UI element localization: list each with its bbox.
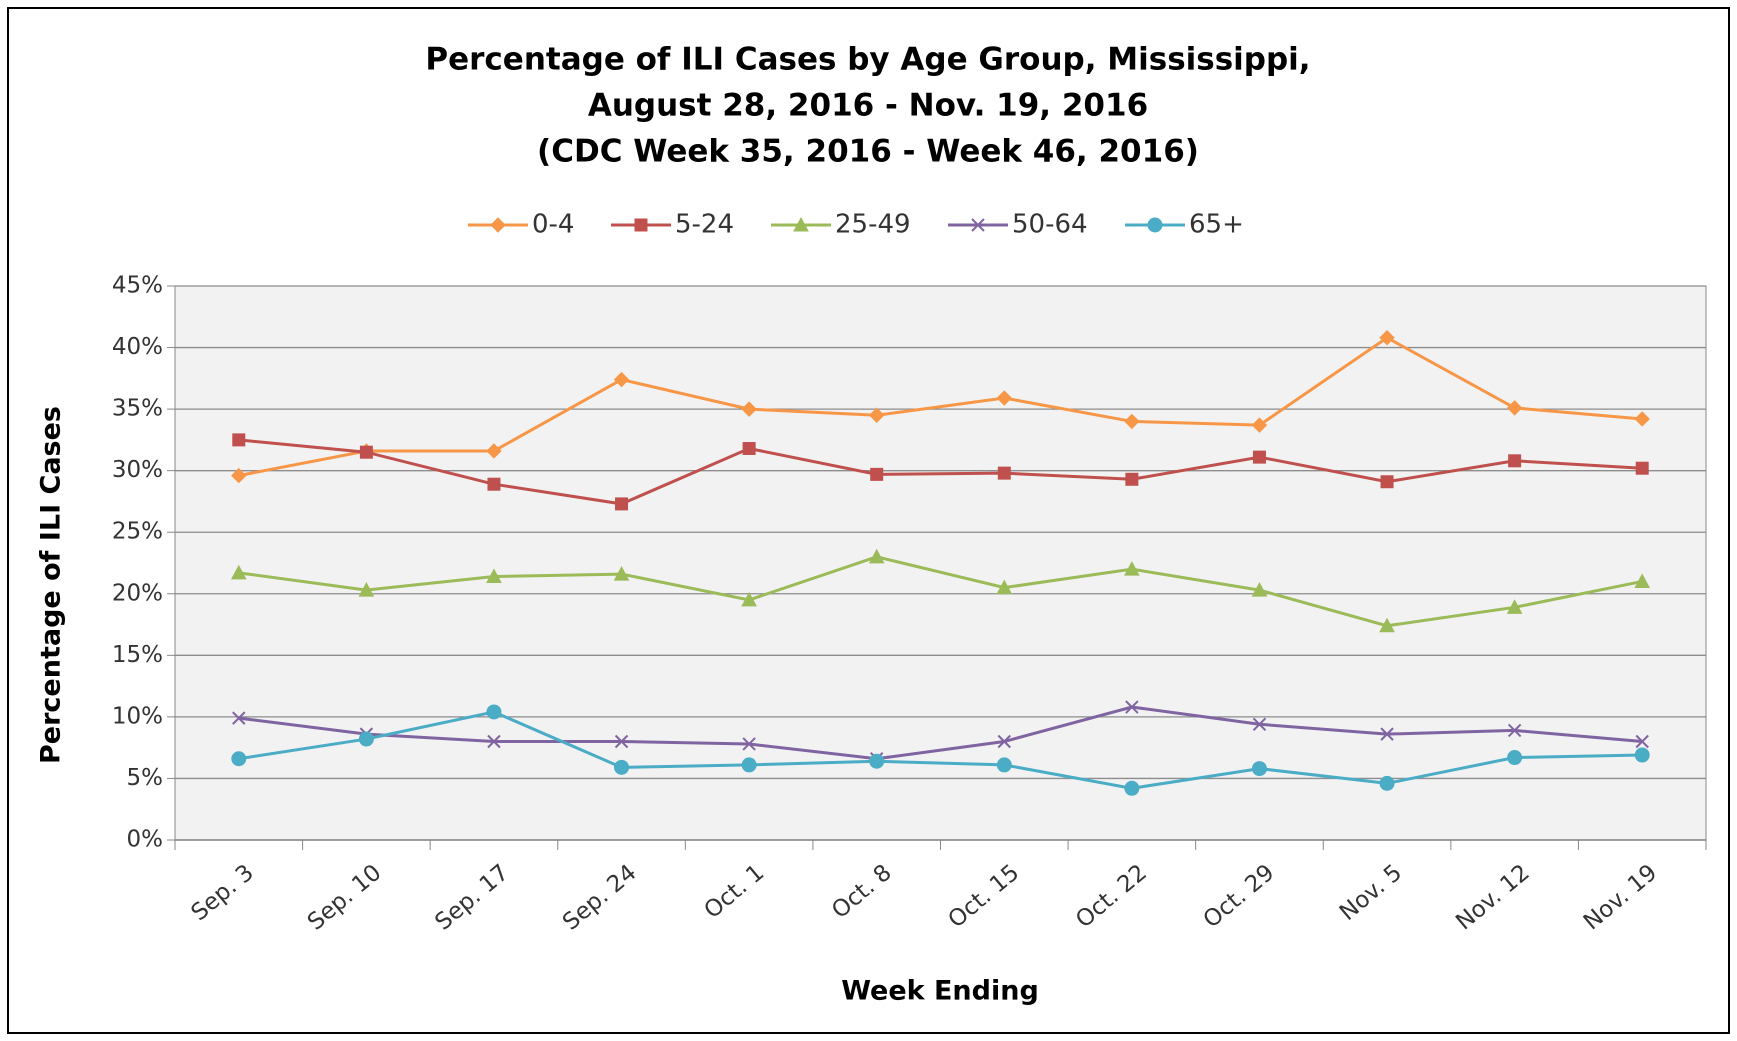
marker xyxy=(1506,599,1523,614)
marker xyxy=(1125,700,1139,714)
series-line xyxy=(238,705,1643,761)
marker xyxy=(614,759,630,775)
legend-item: 65+ xyxy=(1125,210,1244,240)
legend-item: 25-49 xyxy=(771,210,911,240)
marker xyxy=(1252,450,1266,464)
marker xyxy=(741,401,757,417)
marker xyxy=(741,757,757,773)
marker xyxy=(486,704,502,720)
marker xyxy=(1252,717,1267,731)
marker xyxy=(1508,454,1522,468)
marker xyxy=(613,371,630,388)
marker xyxy=(869,753,885,769)
marker xyxy=(1379,617,1395,633)
series-line xyxy=(238,555,1643,628)
legend-label: 0-4 xyxy=(532,210,574,240)
marker xyxy=(1124,413,1140,430)
marker xyxy=(231,751,247,767)
chart-title: August 28, 2016 - Nov. 19, 2016 xyxy=(588,88,1148,124)
marker xyxy=(358,731,374,747)
legend-label: 65+ xyxy=(1189,210,1244,240)
legend-label: 25-49 xyxy=(835,210,911,240)
marker xyxy=(869,407,885,423)
chart-title: Percentage of ILI Cases by Age Group, Mi… xyxy=(425,42,1310,78)
series-line xyxy=(238,438,1643,506)
marker xyxy=(1147,217,1163,233)
marker xyxy=(614,734,629,749)
y-tick-label: 45% xyxy=(112,273,163,299)
marker xyxy=(1251,582,1268,597)
marker xyxy=(1380,475,1394,489)
marker xyxy=(486,443,502,459)
legend-item: 0-4 xyxy=(468,210,574,240)
y-tick-label: 10% xyxy=(112,703,163,729)
legend-item: 50-64 xyxy=(948,210,1088,240)
marker xyxy=(230,564,247,580)
y-tick-label: 30% xyxy=(112,457,163,483)
marker xyxy=(232,711,246,725)
y-tick-label: 15% xyxy=(112,642,163,668)
marker xyxy=(1380,727,1394,741)
marker xyxy=(996,579,1013,595)
marker xyxy=(1506,400,1523,416)
marker xyxy=(487,477,501,491)
marker xyxy=(486,568,502,584)
marker xyxy=(490,217,506,233)
y-tick-label: 0% xyxy=(127,827,164,853)
marker xyxy=(1507,750,1523,766)
marker xyxy=(1634,411,1650,427)
marker xyxy=(742,442,756,456)
marker xyxy=(868,548,885,564)
marker xyxy=(870,467,884,481)
marker xyxy=(793,216,809,232)
marker xyxy=(1379,775,1395,791)
plot-area xyxy=(174,285,1707,841)
y-axis-title: Percentage of ILI Cases xyxy=(36,406,67,764)
marker xyxy=(634,218,648,232)
marker xyxy=(358,582,375,597)
marker xyxy=(1251,761,1267,777)
legend-label: 50-64 xyxy=(1012,210,1088,240)
marker xyxy=(1634,573,1651,588)
marker xyxy=(231,467,247,484)
series-line xyxy=(238,335,1643,478)
series-line xyxy=(238,710,1643,790)
marker xyxy=(1379,329,1395,346)
y-tick-label: 25% xyxy=(112,519,163,545)
y-tick-label: 40% xyxy=(112,334,163,360)
marker xyxy=(613,566,630,581)
y-tick-label: 20% xyxy=(112,580,163,606)
marker xyxy=(1251,417,1268,433)
marker xyxy=(1635,461,1649,475)
marker xyxy=(971,218,985,232)
marker xyxy=(1507,723,1522,738)
marker xyxy=(1124,561,1140,576)
marker xyxy=(996,757,1012,773)
marker xyxy=(996,390,1012,406)
marker xyxy=(615,497,629,511)
marker xyxy=(1125,472,1139,486)
y-tick-label: 35% xyxy=(112,396,163,422)
marker xyxy=(232,433,246,447)
marker xyxy=(741,591,757,607)
chart-title: (CDC Week 35, 2016 - Week 46, 2016) xyxy=(537,134,1199,170)
marker xyxy=(1124,780,1140,796)
marker xyxy=(359,445,373,459)
y-tick-label: 5% xyxy=(127,765,164,791)
marker xyxy=(997,466,1011,480)
marker xyxy=(742,737,756,751)
legend-label: 5-24 xyxy=(675,210,734,240)
x-axis-title: Week Ending xyxy=(841,976,1039,1007)
marker xyxy=(487,734,501,749)
marker xyxy=(1635,734,1649,749)
marker xyxy=(997,734,1011,749)
legend-item: 5-24 xyxy=(611,210,734,240)
marker xyxy=(1634,747,1650,763)
